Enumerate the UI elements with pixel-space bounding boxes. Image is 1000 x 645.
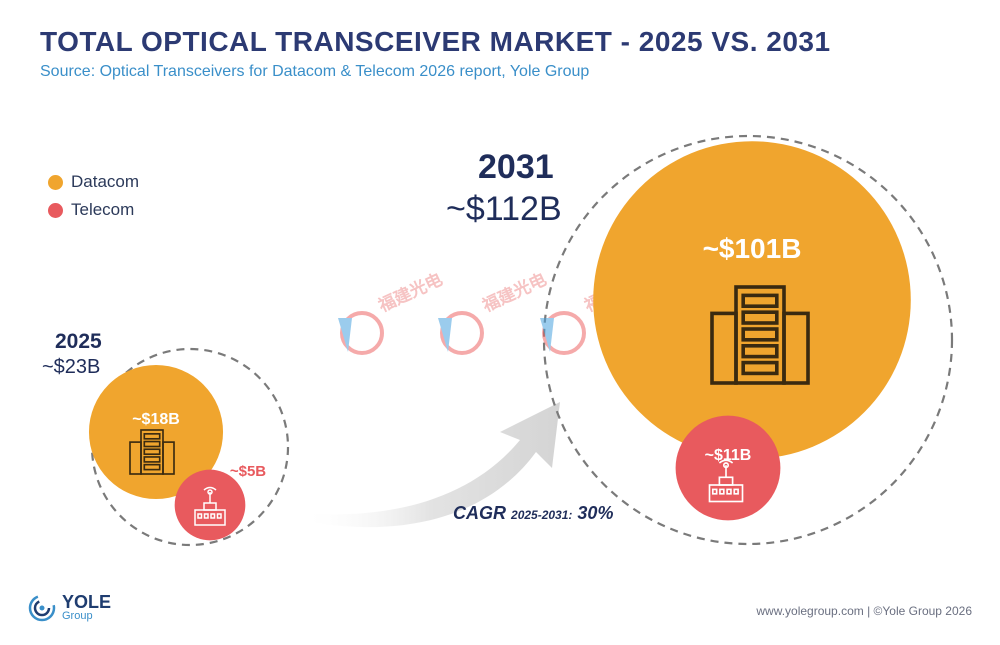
bubble-label-datacom-2031: ~$101B xyxy=(703,233,802,264)
watermark-logo-2 xyxy=(438,311,484,355)
yole-logo: YOLE Group xyxy=(28,592,112,622)
total-circle-2031 xyxy=(542,134,954,546)
growth-arrow xyxy=(300,402,560,528)
year-label-2031: 2031 xyxy=(478,148,554,186)
watermark-logo-3 xyxy=(540,311,586,355)
page-title: TOTAL OPTICAL TRANSCEIVER MARKET - 2025 … xyxy=(40,26,831,57)
bubbles-layer: ~$18B ~$5B ~$101B ~$11B xyxy=(88,141,911,541)
year-label-2025: 2025 xyxy=(55,330,102,353)
bubble-telecom-2025 xyxy=(174,469,246,541)
bubble-label-datacom-2025: ~$18B xyxy=(132,411,180,428)
total-label-2031: ~$112B xyxy=(446,190,562,228)
bubble-datacom-2025 xyxy=(88,364,224,500)
legend-item-datacom: Datacom xyxy=(48,172,139,192)
legend-label-datacom: Datacom xyxy=(71,172,140,191)
page-subtitle: Source: Optical Transceivers for Datacom… xyxy=(40,63,590,80)
cagr-period: 2025-2031: xyxy=(511,508,573,522)
total-label-2025: ~$23B xyxy=(42,356,101,378)
bubble-label-telecom-2031: ~$11B xyxy=(705,447,752,464)
cagr-label: CAGR xyxy=(453,503,506,523)
bubble-telecom-2031 xyxy=(675,415,781,521)
logo-name: YOLE xyxy=(62,592,112,612)
logo-sub: Group xyxy=(62,610,93,622)
data-center-icon xyxy=(710,285,810,385)
total-circle-2025 xyxy=(90,347,290,547)
footer-copyright: www.yolegroup.com | ©Yole Group 2026 xyxy=(756,604,972,618)
telecom-building-icon xyxy=(708,459,744,503)
cagr-value: 30% xyxy=(577,503,614,523)
legend-swatch-telecom xyxy=(48,202,63,218)
watermark-text-2: 福建光电 xyxy=(478,269,549,316)
data-center-icon xyxy=(129,429,175,475)
watermark-logo-1 xyxy=(338,311,384,355)
legend-item-telecom: Telecom xyxy=(48,200,134,220)
telecom-building-icon xyxy=(194,486,226,526)
legend-label-telecom: Telecom xyxy=(71,200,135,219)
cagr-annotation: CAGR 2025-2031: 30% xyxy=(453,503,613,524)
bubble-datacom-2031 xyxy=(593,141,911,459)
bubble-label-telecom-2025: ~$5B xyxy=(230,463,266,480)
legend-swatch-datacom xyxy=(48,174,63,190)
watermark-text-1: 福建光电 xyxy=(374,269,445,316)
yole-logo-icon xyxy=(28,594,56,622)
